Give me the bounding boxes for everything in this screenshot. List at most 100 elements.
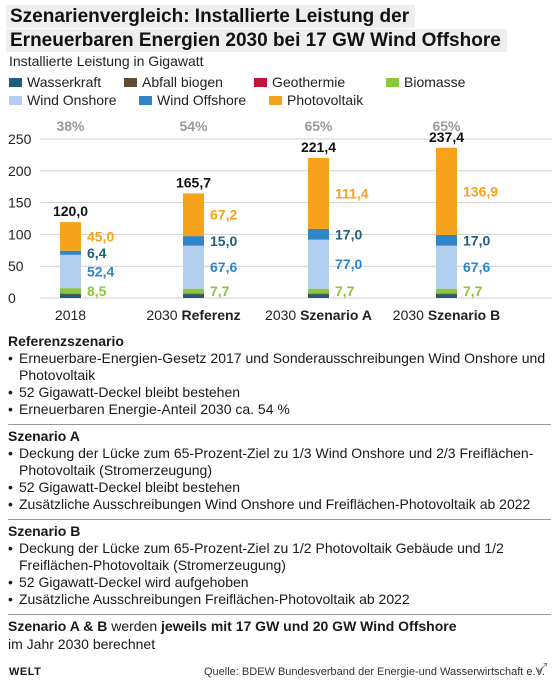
- title-line-2: Erneuerbaren Energien 2030 bei 17 GW Win…: [6, 29, 507, 52]
- legend-item-wind-onshore: Wind Onshore: [9, 92, 139, 108]
- y-tick-label: 0: [8, 290, 16, 306]
- value-label-wind-onshore: 67,6: [463, 259, 490, 275]
- bar-segment-photovoltaik: [308, 158, 329, 229]
- total-label: 237,4: [429, 129, 464, 145]
- section-szenario-b: Szenario B Deckung der Lücke zum 65-Proz…: [8, 519, 551, 614]
- value-label-wind-onshore: 52,4: [87, 263, 114, 279]
- share-label: 54%: [179, 118, 208, 134]
- bar-segment-wind-offshore: [60, 250, 81, 255]
- note-part-4: im Jahr 2030 berechnet: [8, 636, 156, 652]
- legend-item-abfall-biogen: Abfall biogen: [124, 74, 254, 90]
- legend-swatch-abfall-biogen: [124, 77, 137, 87]
- category-label-prefix: 2030: [146, 307, 177, 323]
- legend-row-1: Wasserkraft Abfall biogen Geothermie Bio…: [9, 73, 549, 91]
- bar-segment-photovoltaik: [183, 193, 204, 237]
- category-label-prefix: 2030: [393, 307, 424, 323]
- share-label: 65%: [432, 118, 461, 134]
- total-label: 221,4: [301, 139, 336, 155]
- legend-item-wind-offshore: Wind Offshore: [139, 92, 269, 108]
- legend-label-wind-offshore: Wind Offshore: [157, 92, 247, 108]
- legend-label-photovoltaik: Photovoltaik: [287, 92, 364, 108]
- share-label: 65%: [304, 118, 333, 134]
- value-label-biomasse: 7,7: [210, 283, 230, 299]
- category-label-scenario: Referenz: [178, 307, 241, 323]
- value-label-photovoltaik: 45,0: [87, 228, 114, 244]
- value-label-wind-offshore: 17,0: [335, 226, 362, 242]
- legend-swatch-wind-onshore: [9, 95, 22, 105]
- bullet-item: 52 Gigawatt-Deckel bleibt bestehen: [8, 479, 551, 496]
- bar-segment-photovoltaik: [436, 147, 457, 235]
- bar-segment-abfall-biogen: [308, 293, 329, 295]
- bullet-item: 52 Gigawatt-Deckel wird aufgehoben: [8, 574, 551, 591]
- value-label-biomasse: 7,7: [335, 283, 355, 299]
- legend-item-biomasse: Biomasse: [386, 74, 465, 90]
- legend-swatch-wind-offshore: [139, 95, 152, 105]
- legend-item-wasserkraft: Wasserkraft: [9, 74, 124, 90]
- expand-icon[interactable]: ⤢: [537, 660, 548, 675]
- bullet-item: Zusätzliche Ausschreibungen Freiflächen-…: [8, 591, 551, 608]
- legend-swatch-wasserkraft: [9, 77, 22, 87]
- bar-segment-abfall-biogen: [60, 293, 81, 295]
- legend: Wasserkraft Abfall biogen Geothermie Bio…: [9, 73, 549, 109]
- welt-logo: WELT: [9, 666, 42, 678]
- legend-label-biomasse: Biomasse: [404, 74, 466, 90]
- bar-segment-wasserkraft: [436, 294, 457, 298]
- share-label: 38%: [56, 118, 85, 134]
- category-label: 2030 Szenario A: [265, 307, 372, 323]
- bar-segment-abfall-biogen: [436, 293, 457, 295]
- bar-segment-biomasse: [308, 288, 329, 294]
- bar-segment-abfall-biogen: [183, 293, 204, 295]
- legend-label-wind-onshore: Wind Onshore: [27, 92, 117, 108]
- legend-swatch-photovoltaik: [269, 95, 282, 105]
- section-title-referenzszenario: Referenzszenario: [8, 333, 124, 349]
- section-note: Szenario A & B werden jeweils mit 17 GW …: [8, 614, 551, 659]
- legend-row-2: Wind Onshore Wind Offshore Photovoltaik: [9, 91, 549, 109]
- section-title-szenario-a: Szenario A: [8, 428, 80, 444]
- title-line-1: Szenarienvergleich: Installierte Leistun…: [6, 5, 416, 28]
- note-part-2: werden: [107, 618, 162, 634]
- bullet-item: Erneuerbaren Energie-Anteil 2030 ca. 54 …: [8, 401, 551, 418]
- total-label: 120,0: [53, 203, 88, 219]
- value-label-wind-onshore: 77,0: [335, 256, 362, 272]
- y-tick-label: 150: [8, 195, 32, 211]
- bar-segment-wind-offshore: [436, 234, 457, 246]
- bar-segment-wind-onshore: [60, 254, 81, 289]
- total-label: 165,7: [176, 174, 211, 190]
- bar-segment-wasserkraft: [183, 294, 204, 298]
- value-label-wind-onshore: 67,6: [210, 259, 237, 275]
- bar-segment-biomasse: [436, 288, 457, 294]
- legend-label-geothermie: Geothermie: [272, 74, 346, 90]
- bar-segment-photovoltaik: [60, 222, 81, 251]
- section-szenario-a: Szenario A Deckung der Lücke zum 65-Proz…: [8, 424, 551, 519]
- offshore-note: Szenario A & B werden jeweils mit 17 GW …: [8, 617, 551, 653]
- bar-segment-biomasse: [60, 288, 81, 294]
- bullet-item: Deckung der Lücke zum 65-Prozent-Ziel zu…: [8, 445, 551, 479]
- bar-segment-wind-offshore: [183, 236, 204, 246]
- legend-item-photovoltaik: Photovoltaik: [269, 92, 363, 108]
- note-part-1: Szenario A & B: [8, 618, 108, 634]
- bar-segment-wasserkraft: [308, 294, 329, 298]
- bullet-list-referenzszenario: Erneuerbare-Energien-Gesetz 2017 und Son…: [8, 350, 551, 418]
- bullet-list-szenario-b: Deckung der Lücke zum 65-Prozent-Ziel zu…: [8, 540, 551, 608]
- section-referenzszenario: Referenzszenario Erneuerbare-Energien-Ge…: [8, 330, 551, 424]
- note-part-3: jeweils mit 17 GW und 20 GW Wind Offshor…: [161, 618, 457, 634]
- bullet-item: Zusätzliche Ausschreibungen Wind Onshore…: [8, 496, 551, 513]
- value-label-photovoltaik: 136,9: [463, 183, 498, 199]
- category-label-scenario: Szenario A: [296, 307, 372, 323]
- bar-segment-wind-onshore: [183, 245, 204, 289]
- chart-svg: 0 50 100 150 200 250 120,0 38% 45,06,4 52,4 8,5201…: [8, 118, 552, 323]
- value-label-wind-offshore: 17,0: [463, 232, 490, 248]
- category-label-scenario: Szenario B: [424, 307, 500, 323]
- category-label-prefix: 2030: [265, 307, 296, 323]
- y-tick-label: 200: [8, 163, 32, 179]
- category-label: 2018: [55, 307, 86, 323]
- bullet-item: Erneuerbare-Energien-Gesetz 2017 und Son…: [8, 350, 551, 384]
- bullet-list-szenario-a: Deckung der Lücke zum 65-Prozent-Ziel zu…: [8, 445, 551, 513]
- bar-segment-biomasse: [183, 288, 204, 294]
- category-label: 2030 Referenz: [146, 307, 240, 323]
- bar-segment-wind-onshore: [436, 245, 457, 289]
- value-label-biomasse: 8,5: [87, 283, 107, 299]
- y-tick-label: 50: [8, 258, 24, 274]
- bullet-item: Deckung der Lücke zum 65-Prozent-Ziel zu…: [8, 540, 551, 574]
- value-label-wind-offshore: 6,4: [87, 245, 107, 261]
